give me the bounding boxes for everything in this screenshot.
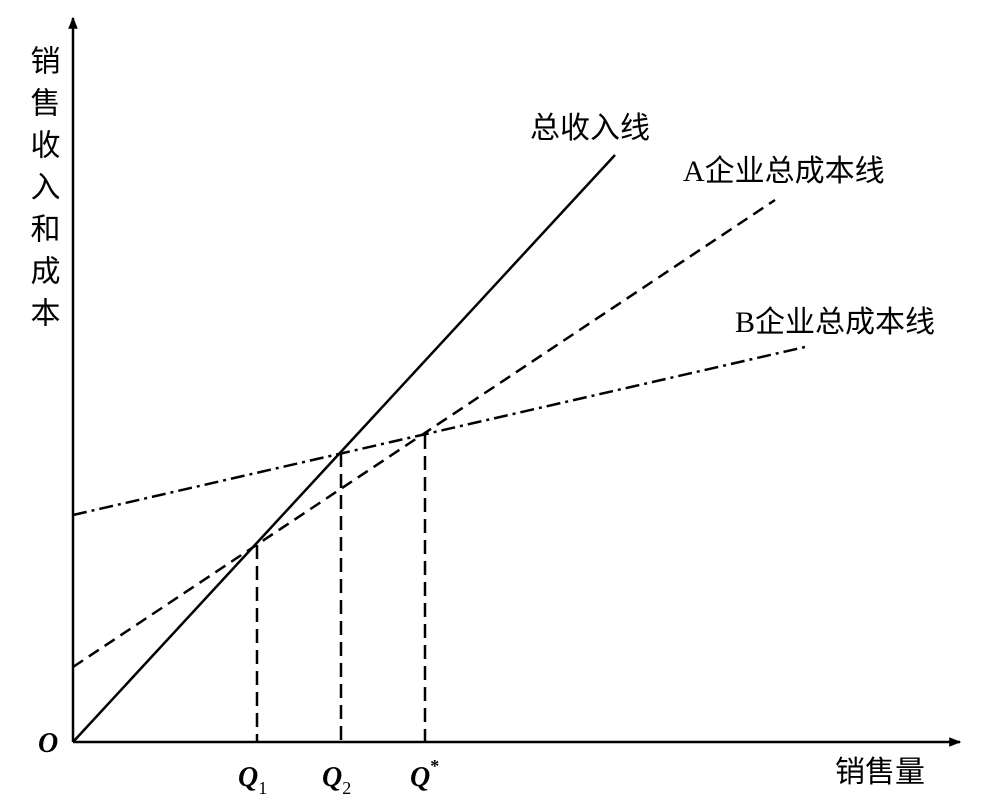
origin-label: O (38, 728, 58, 759)
cost-line-b (72, 345, 806, 517)
x-axis-label: 销售量 (835, 756, 925, 789)
q-superscript: * (430, 756, 439, 776)
cost-b-label: B企业总成本线 (735, 306, 935, 339)
qstar-label: Q* (410, 756, 439, 793)
q1-label: Q1 (238, 762, 267, 798)
y-axis-label: 销售收入和成本 (26, 45, 61, 339)
q-subscript: 1 (258, 778, 267, 798)
q-letter: Q (322, 762, 342, 793)
q-letter: Q (238, 762, 258, 793)
q2-label: Q2 (322, 762, 351, 798)
q-letter: Q (410, 762, 430, 793)
cost-a-label: A企业总成本线 (683, 155, 885, 188)
revenue-line (72, 154, 616, 743)
q-subscript: 2 (342, 778, 351, 798)
revenue-line-label: 总收入线 (530, 112, 650, 145)
